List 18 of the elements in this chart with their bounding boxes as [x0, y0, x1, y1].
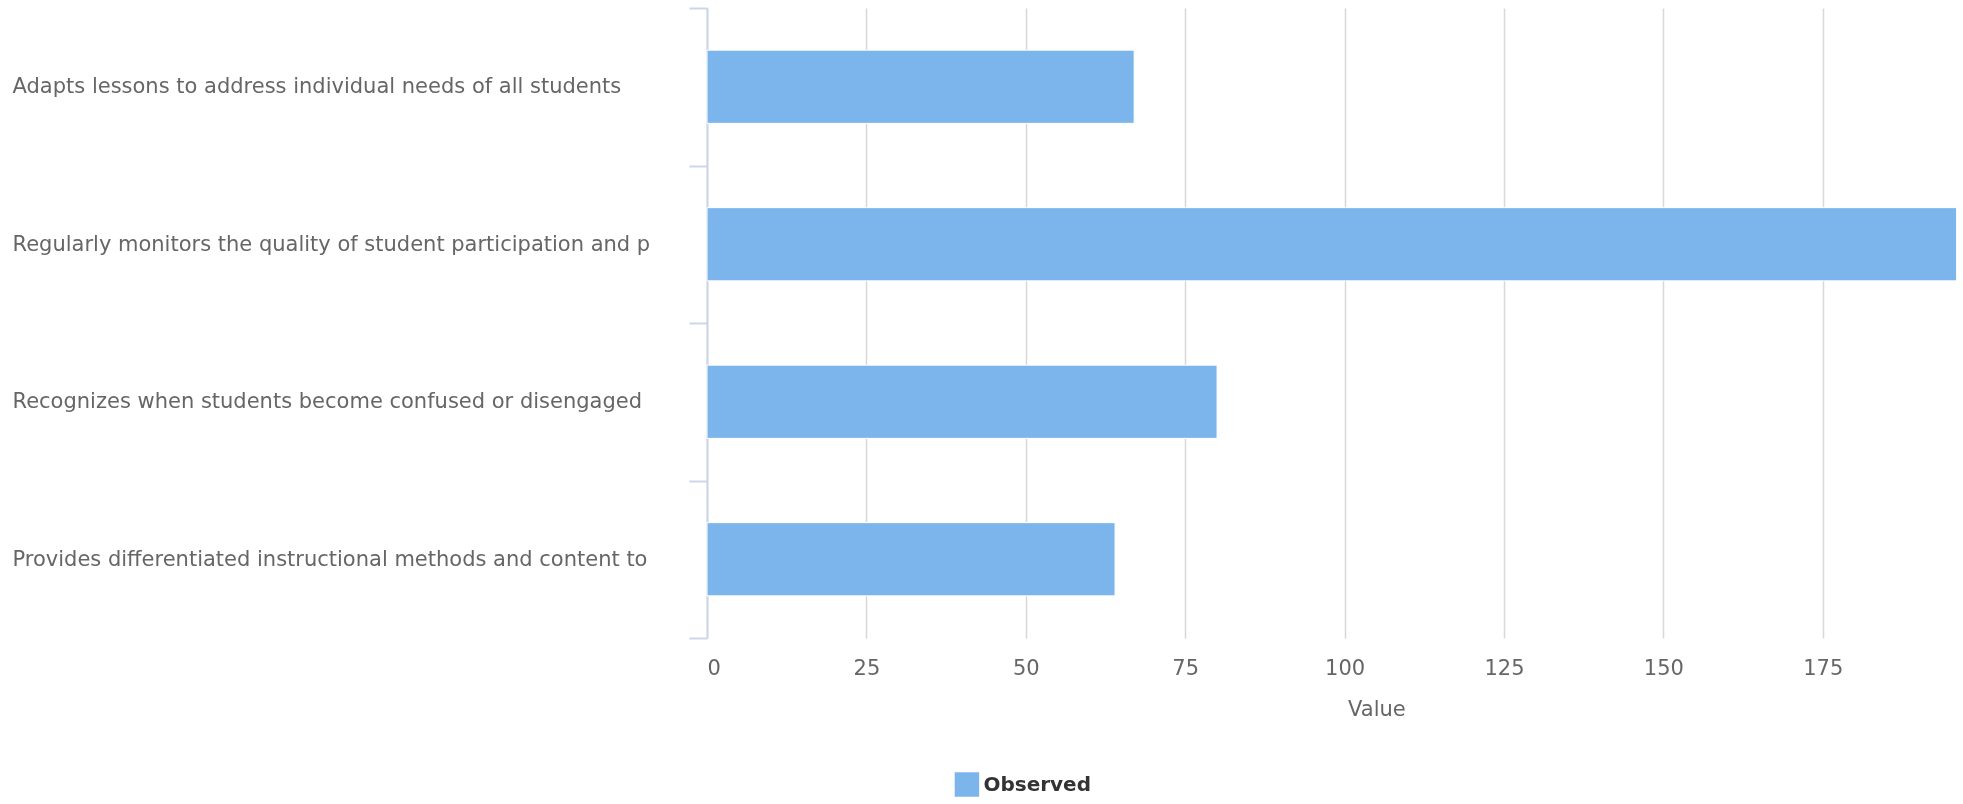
x-tick-label: 125	[1484, 655, 1525, 680]
x-tick-label: 50	[1012, 655, 1040, 680]
x-tick-label: 100	[1325, 655, 1366, 680]
y-tick-label: Recognizes when students become confused or disengaged	[12, 389, 643, 414]
bar	[706, 207, 1958, 282]
x-axis-title: Value	[1348, 696, 1406, 721]
bar	[706, 522, 1116, 597]
x-tick-label: 175	[1803, 655, 1844, 680]
y-tick-label: Provides differentiated instructional methods and content to	[12, 546, 648, 571]
x-tick-label: 25	[853, 655, 881, 680]
legend-label: Observed	[983, 771, 1092, 796]
bar	[706, 49, 1135, 124]
y-tick-label: Regularly monitors the quality of student participation and p	[12, 231, 651, 256]
x-tick-label: 150	[1643, 655, 1684, 680]
x-tick-label: 75	[1172, 655, 1200, 680]
x-tick-label: 0	[707, 655, 721, 680]
y-tick-label: Adapts lessons to address individual needs of all students	[12, 74, 622, 99]
bar	[706, 364, 1218, 439]
